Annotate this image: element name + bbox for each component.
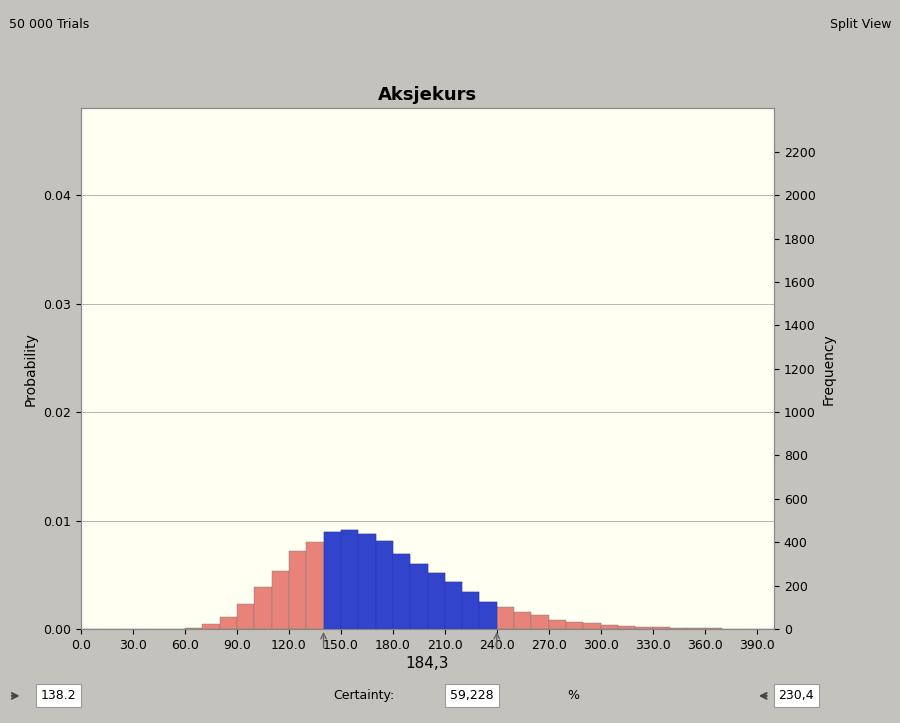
Bar: [670, 628, 688, 629]
Bar: [289, 552, 306, 629]
X-axis label: 184,3: 184,3: [406, 656, 449, 671]
Bar: [549, 620, 566, 629]
Bar: [341, 530, 358, 629]
Bar: [392, 555, 410, 629]
Text: Split View: Split View: [830, 18, 891, 31]
Bar: [445, 582, 463, 629]
Text: 230,4: 230,4: [778, 690, 814, 702]
Bar: [463, 592, 480, 629]
Bar: [272, 571, 289, 629]
Bar: [220, 617, 237, 629]
Text: %: %: [567, 690, 579, 702]
Bar: [358, 534, 375, 629]
Bar: [635, 627, 652, 629]
Bar: [583, 623, 601, 629]
Bar: [358, 534, 375, 629]
Bar: [618, 625, 635, 629]
Bar: [392, 555, 410, 629]
Bar: [185, 628, 202, 629]
Bar: [445, 582, 463, 629]
Bar: [323, 532, 341, 629]
Bar: [375, 541, 392, 629]
Bar: [306, 542, 324, 629]
Bar: [688, 628, 705, 629]
Bar: [566, 622, 583, 629]
Y-axis label: Probability: Probability: [23, 332, 38, 406]
Bar: [463, 592, 480, 629]
Bar: [497, 607, 514, 629]
Text: 59,228: 59,228: [450, 690, 493, 702]
Bar: [410, 564, 428, 629]
Bar: [480, 602, 497, 629]
Bar: [480, 602, 497, 629]
Bar: [531, 615, 549, 629]
Text: Certainty:: Certainty:: [333, 690, 394, 702]
Bar: [323, 532, 341, 629]
Bar: [410, 564, 428, 629]
Bar: [428, 573, 445, 629]
Bar: [341, 530, 358, 629]
Bar: [652, 627, 670, 629]
Bar: [237, 604, 254, 629]
Bar: [375, 541, 392, 629]
Y-axis label: Frequency: Frequency: [821, 333, 835, 405]
Bar: [428, 573, 445, 629]
Bar: [514, 612, 531, 629]
Bar: [254, 587, 272, 629]
Bar: [601, 625, 618, 629]
Text: 138.2: 138.2: [40, 690, 76, 702]
Text: 50 000 Trials: 50 000 Trials: [9, 18, 89, 31]
Bar: [202, 625, 220, 629]
Title: Aksjekurs: Aksjekurs: [378, 86, 477, 104]
